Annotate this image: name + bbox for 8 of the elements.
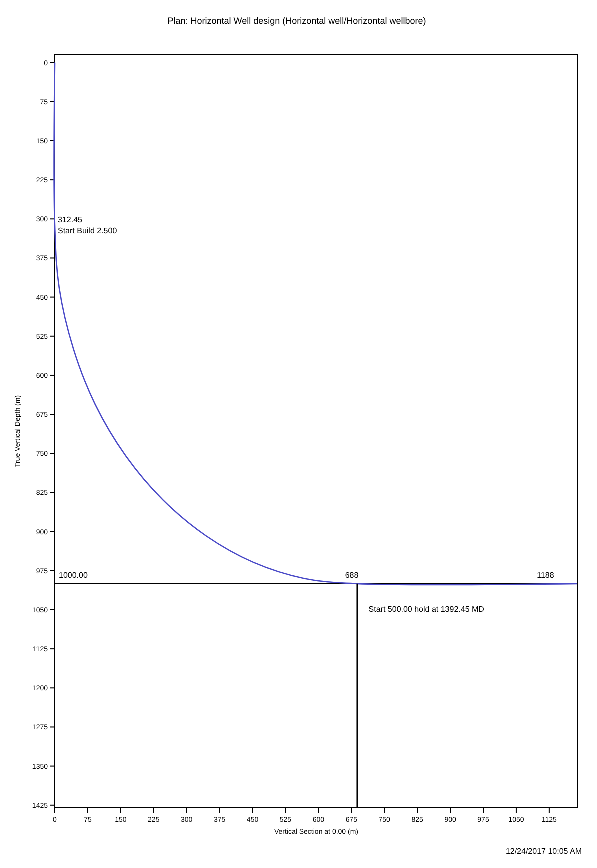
annotation: 1188 bbox=[537, 570, 555, 580]
annotation: 312.45 bbox=[58, 216, 84, 225]
annotation: Start Build 2.500 bbox=[58, 226, 118, 236]
chart-title: Plan: Horizontal Well design (Horizontal well/Horizontal wellbore) bbox=[168, 16, 426, 26]
annotation: 688 bbox=[345, 570, 360, 580]
annotation: Start 500.00 hold at 1392.45 MD bbox=[368, 605, 485, 614]
ref-line-label: 1000.00 bbox=[59, 570, 88, 580]
text: 12/24/2017 10:05 AM bbox=[506, 847, 582, 856]
